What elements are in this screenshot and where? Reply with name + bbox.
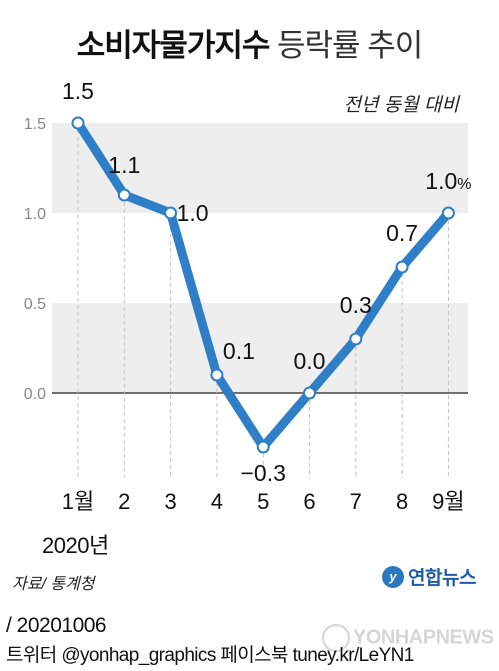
data-label: −0.3 (240, 460, 285, 486)
y-tick-label: 1.0 (24, 206, 46, 223)
watermark-icon (322, 624, 350, 652)
data-point (164, 206, 178, 220)
x-tick-label: 5 (257, 489, 269, 514)
unit-label: % (457, 176, 471, 193)
data-point (71, 116, 85, 130)
x-tick-label: 7 (350, 489, 362, 514)
data-label: 0.7 (386, 220, 418, 246)
y-tick-label: 1.5 (24, 116, 46, 133)
social-credits: 트위터 @yonhap_graphics 페이스북 tuney.kr/LeYN1 (6, 645, 414, 666)
x-tick-label: 3 (164, 489, 176, 514)
y-tick-label: 0.5 (24, 296, 46, 313)
x-tick-label: 4 (211, 489, 223, 514)
y-tick-label: 0.0 (24, 386, 46, 403)
data-label: 1.0 (177, 200, 209, 226)
data-point (303, 386, 316, 400)
watermark-text: YONHAPNEWS (353, 626, 494, 649)
chart-title: 소비자물가지수 등락률 추이 (0, 20, 499, 65)
x-tick-label: 6 (303, 489, 315, 514)
data-label: 1.5 (62, 78, 94, 104)
data-point (117, 188, 131, 202)
data-label: 0.1 (223, 338, 255, 364)
x-tick-label: 1월 (62, 489, 94, 514)
chart-title-main: 소비자물가지수 (76, 28, 271, 63)
data-label: 0.3 (340, 292, 372, 318)
data-label: 1.1 (108, 152, 140, 178)
chart-note: 전년 동월 대비 (343, 95, 459, 116)
data-label: 0.0 (294, 348, 326, 374)
chart-title-sub: 등락률 추이 (277, 28, 423, 63)
year-label: 2020년 (42, 533, 109, 558)
data-point (441, 206, 455, 220)
x-tick-label: 8 (396, 489, 408, 514)
yonhap-logo-text: 연합뉴스 (408, 568, 476, 589)
data-point (349, 332, 363, 346)
band-0.0-0.5 (52, 303, 468, 393)
x-tick-label: 9월 (432, 489, 464, 514)
data-point (256, 440, 270, 454)
data-point (395, 260, 409, 274)
data-point (210, 368, 224, 382)
yonhap-logo: y 연합뉴스 (382, 563, 476, 590)
source-label: 자료/ 통계청 (12, 576, 95, 593)
yonhap-logo-icon: y (382, 565, 404, 588)
publish-date: / 20201006 (6, 614, 107, 637)
watermark: YONHAPNEWS (322, 624, 494, 652)
x-tick-label: 2 (118, 489, 130, 514)
